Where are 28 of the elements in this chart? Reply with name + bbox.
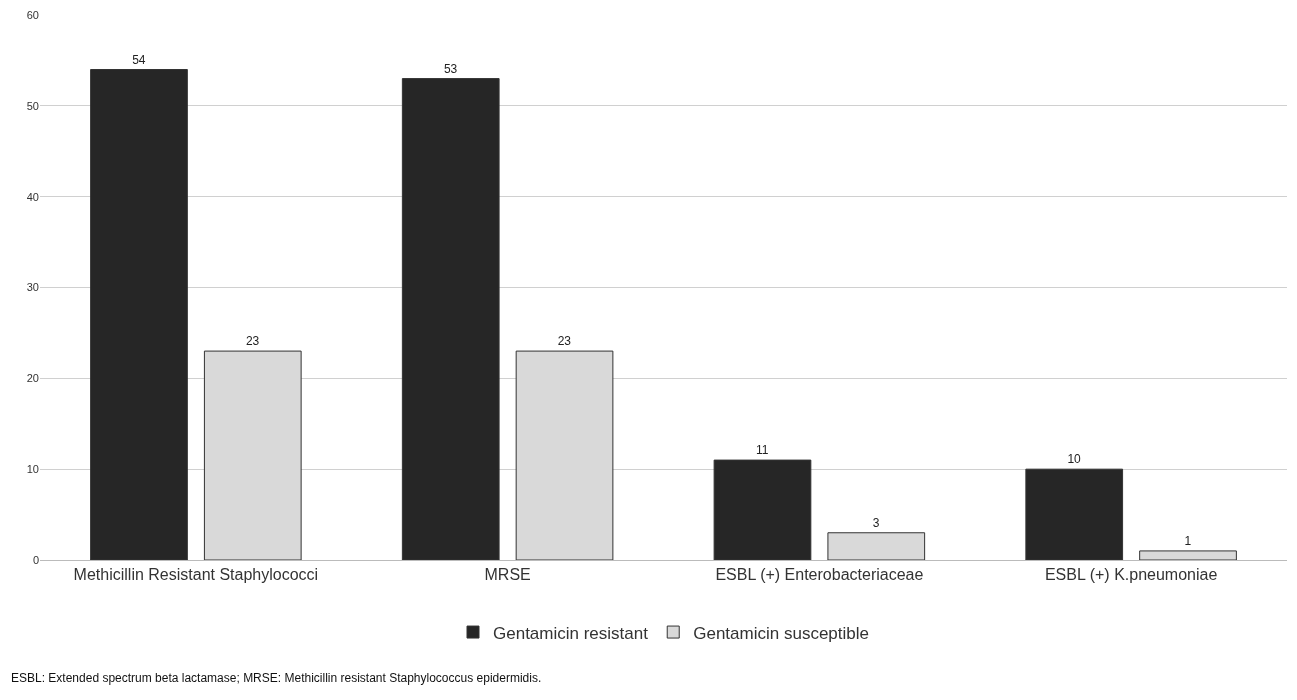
bar — [90, 69, 188, 560]
data-label: 1 — [1184, 533, 1192, 548]
data-label: 23 — [557, 334, 572, 349]
x-tick-label: Methicillin Resistant Staphylococci — [73, 566, 319, 584]
y-tick-label: 30 — [26, 281, 39, 294]
y-tick-label: 40 — [26, 190, 39, 203]
bar — [1025, 468, 1124, 560]
data-label: 11 — [756, 443, 769, 458]
bar — [713, 459, 812, 560]
text: ESBL: Extended spectrum beta lactamase; MRSE: Methicillin resistant Staphylococcus epidermidis. — [11, 671, 542, 685]
x-tick-label: MRSE — [484, 566, 531, 584]
x-tick-label: ESBL (+) Enterobacteriaceae — [715, 566, 924, 584]
x-tick-label: ESBL (+) K.pneumoniae — [1044, 566, 1218, 584]
data-label: 10 — [1067, 452, 1082, 467]
y-tick-label: 60 — [26, 8, 39, 21]
legend-label: Gentamicin resistant — [493, 623, 649, 643]
bar — [827, 532, 926, 560]
y-tick-label: 10 — [26, 463, 39, 476]
data-label: 23 — [245, 334, 260, 349]
data-label: 3 — [872, 515, 880, 530]
legend-label: Gentamicin susceptible — [693, 623, 869, 643]
data-label: 53 — [443, 61, 458, 76]
y-tick-label: 20 — [26, 372, 39, 385]
y-tick-label: 0 — [32, 553, 39, 566]
bar — [401, 78, 500, 560]
y-tick-label: 50 — [26, 99, 39, 112]
bar — [1139, 550, 1237, 560]
data-label: 54 — [132, 52, 146, 67]
